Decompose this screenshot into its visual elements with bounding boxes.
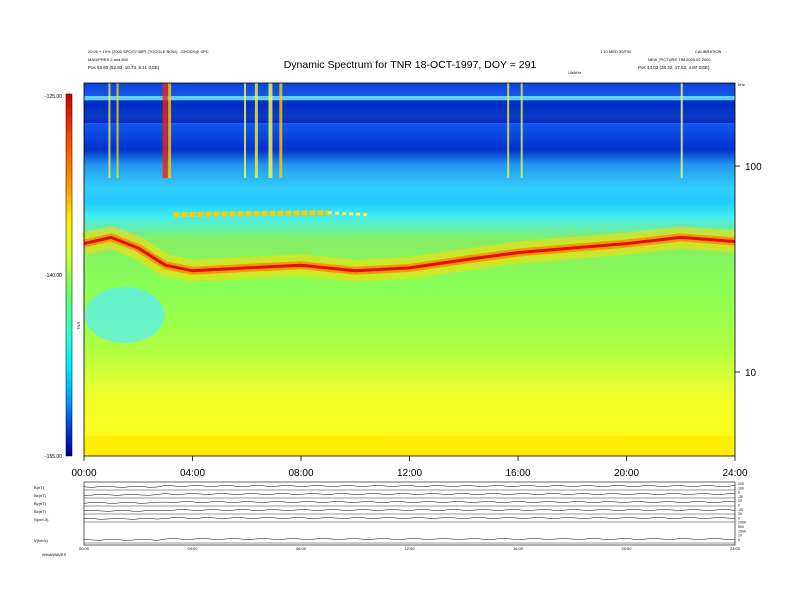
panel-label-0: B(nT) xyxy=(34,485,45,490)
panel-label-1: Bx(nT) xyxy=(34,493,47,498)
panel-trace-4 xyxy=(83,517,736,520)
header-left-pos: Pos 53.60 (52.83, 10.73, 5.11 GSE) xyxy=(88,65,160,70)
panel-label-3: Bz(nT) xyxy=(34,509,47,514)
panel-right-tick-12: 10 xyxy=(738,534,742,538)
x-tick-label-2: 08:00 xyxy=(288,468,313,479)
dark-band-top xyxy=(84,101,735,123)
x-tick-label-5: 20:00 xyxy=(614,468,639,479)
right-unit-label: kHz xyxy=(738,82,745,87)
panel-right-tick-7: 20 xyxy=(738,512,742,516)
panel-label-2: By(nT) xyxy=(34,501,47,506)
spectrogram-marks xyxy=(81,83,736,456)
panel-label-5: V(km/s) xyxy=(34,538,48,543)
radio-burst-5 xyxy=(254,83,258,178)
panel-bottom-tick-0: 00:00 xyxy=(79,546,90,551)
panel-bottom-tick-3: 12:00 xyxy=(404,546,415,551)
cyan-pocket xyxy=(84,287,165,343)
radio-burst-3 xyxy=(168,83,172,178)
radio-burst-9 xyxy=(520,83,523,178)
colorbar-label: TNR xyxy=(76,322,81,330)
panel-right-tick-6: -20 xyxy=(738,508,743,512)
panel-right-tick-11: 1000 xyxy=(738,529,746,533)
panel-trace-5 xyxy=(83,538,736,541)
colorbar xyxy=(65,93,73,457)
header-left-line1: 20:00 + 10% (2000 SPC/07:38P) (TOGGLE BO… xyxy=(88,49,209,54)
y-tick-label-100: 100 xyxy=(745,162,762,173)
header-right-pos: Pos 43.03 (38.32, 17.53, 4.87 GSE) xyxy=(638,65,710,70)
radio-burst-2 xyxy=(162,83,168,178)
plasma-line xyxy=(83,235,736,273)
colorbar-tick-mid: -140.00 xyxy=(45,273,62,279)
colorbar-tick-bottom: -155.00 xyxy=(45,454,62,460)
panel-right-tick-1: 100 xyxy=(738,486,744,490)
radio-burst-4 xyxy=(244,83,247,178)
panel-right-tick-10: 500 xyxy=(738,525,744,529)
panel-right-tick-3: -20 xyxy=(738,495,743,499)
panel-bottom-tick-1: 04:00 xyxy=(187,546,198,551)
panel-right-tick-4: 10 xyxy=(738,499,742,503)
x-tick-label-0: 00:00 xyxy=(71,468,96,479)
header-right-line2: CALIBRATION xyxy=(695,49,721,54)
panel-bottom-tick-5: 20:00 xyxy=(621,546,632,551)
x-tick-label-6: 24:00 xyxy=(722,468,747,479)
x-tick-label-1: 04:00 xyxy=(180,468,205,479)
x-axis: 00:00 04:00 08:00 12:00 16:00 20:00 24:00 xyxy=(71,456,748,479)
x-tick-label-4: 16:00 xyxy=(505,468,530,479)
chart-title: Dynamic Spectrum for TNR 18-OCT-1997, DO… xyxy=(284,59,537,71)
panels-frame xyxy=(83,481,736,546)
colorbar-tick-top: -125.00 xyxy=(45,94,62,100)
y-tick-label-10: 10 xyxy=(745,368,757,379)
panel-bottom-tick-4: 16:00 xyxy=(513,546,524,551)
panel-right-tick-2: 0 xyxy=(738,491,740,495)
panel-label-4: N(cm-3) xyxy=(34,517,49,522)
radio-burst-6 xyxy=(268,83,273,178)
panel-right-tick-0: 200 xyxy=(738,482,744,486)
panel-right-tick-13: 0 xyxy=(738,538,740,542)
panel-bottom-tick-6: 24:00 xyxy=(730,546,741,551)
radio-burst-1 xyxy=(116,83,119,178)
y-axis-right: 100 10 xyxy=(735,162,762,379)
header-left-line2: MAG/PRES 2 and 800 xyxy=(88,57,129,62)
panel-bottom-tick-2: 08:00 xyxy=(296,546,307,551)
panel-trace-0 xyxy=(83,485,736,488)
x-tick-label-3: 12:00 xyxy=(397,468,422,479)
yellow-band xyxy=(84,394,735,432)
radio-burst-8 xyxy=(507,83,510,178)
panel-trace-2 xyxy=(83,501,736,504)
header-right-line3: NEW_PICTURE TIM 2000.02.2000 xyxy=(648,57,711,62)
panel-right-tick-9: 1000 xyxy=(738,521,746,525)
header-center-small: Ulr/kHz xyxy=(568,70,581,75)
radio-burst-10 xyxy=(680,83,683,178)
footer-label: Wind/WAVES xyxy=(42,552,67,557)
yellow-band-bottom xyxy=(84,436,735,456)
panel-right-tick-8: 0 xyxy=(738,516,740,520)
header-right-line1: 1.10 MED 30/F00 xyxy=(600,49,632,54)
panel-trace-3 xyxy=(83,509,736,512)
radio-burst-7 xyxy=(279,83,283,178)
panel-trace-1 xyxy=(83,493,736,496)
parameter-panels: B(nT)Bx(nT)By(nT)Bz(nT)N(cm-3)V(km/s)200… xyxy=(34,481,746,551)
spectrogram xyxy=(81,82,736,457)
upper-harmonic-line xyxy=(173,210,329,218)
panel-right-tick-5: 0 xyxy=(738,504,740,508)
radio-burst-0 xyxy=(108,83,111,178)
bright-band-top xyxy=(84,96,735,100)
